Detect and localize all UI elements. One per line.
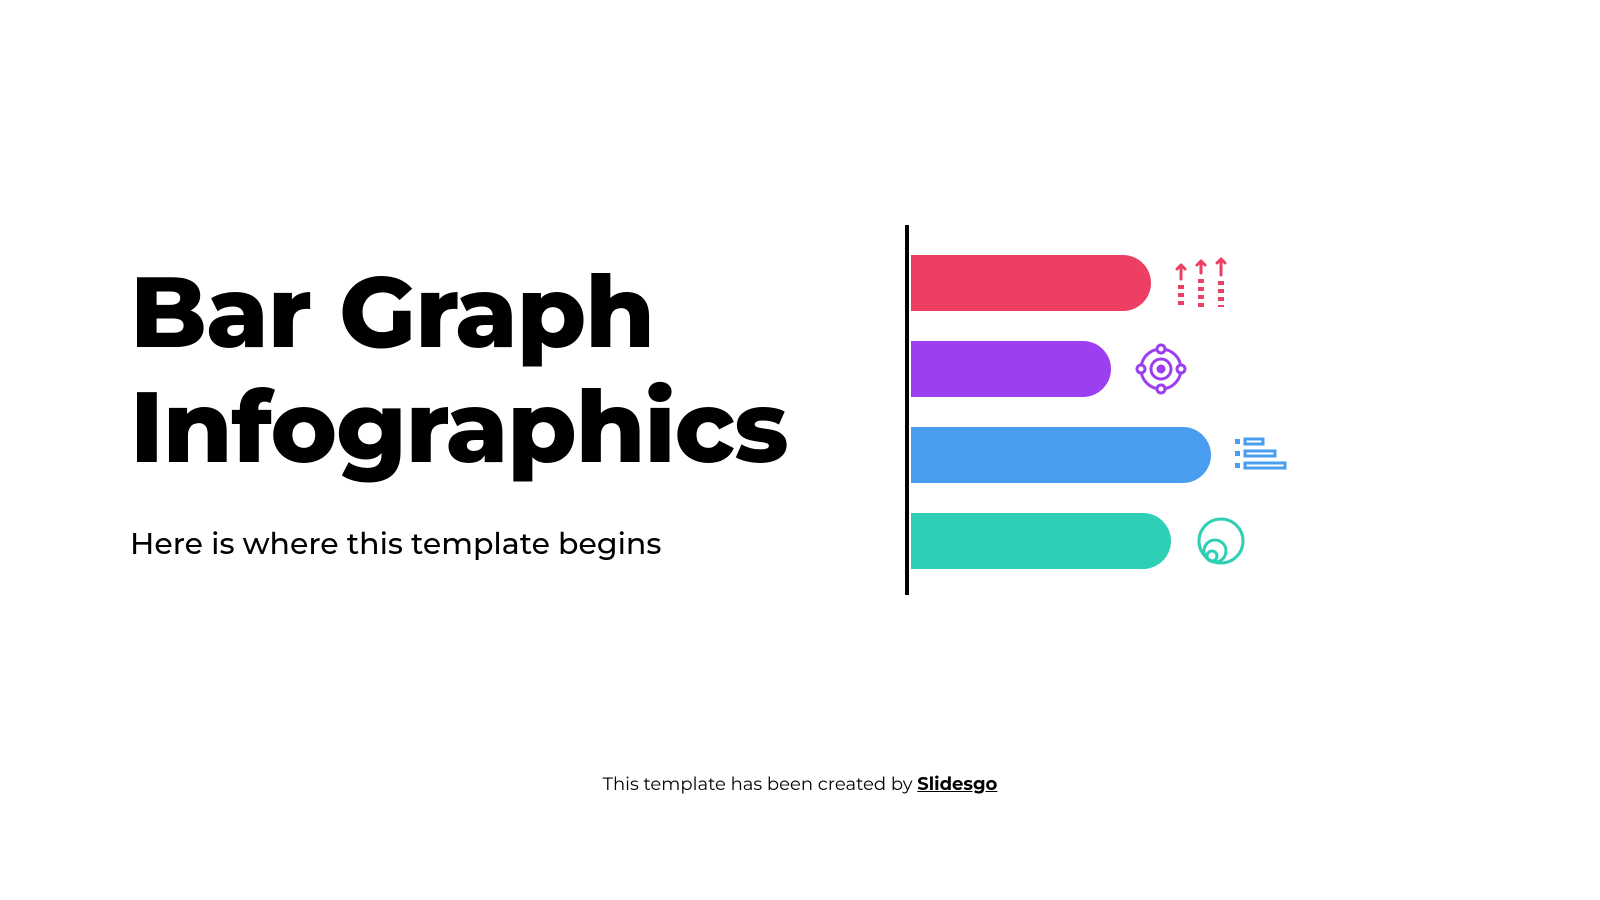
bar-row-1 — [911, 255, 1291, 311]
bar-chart — [905, 225, 1305, 595]
bar-3 — [911, 427, 1211, 483]
bar-row-2 — [911, 341, 1291, 397]
footer-credit: This template has been created by Slides… — [0, 773, 1600, 795]
chart-axis — [905, 225, 909, 595]
subtitle: Here is where this template begins — [130, 525, 788, 562]
arrows-up-icon — [1171, 253, 1231, 313]
footer-text: This template has been created by — [603, 773, 918, 795]
title-block: Bar Graph Infographics Here is where thi… — [130, 255, 788, 562]
footer-credit-link[interactable]: Slidesgo — [917, 773, 997, 795]
list-bars-icon — [1231, 425, 1291, 485]
target-icon — [1131, 339, 1191, 399]
bars-container — [911, 255, 1291, 569]
slide: Bar Graph Infographics Here is where thi… — [0, 0, 1600, 900]
bar-row-3 — [911, 427, 1291, 483]
bar-1 — [911, 255, 1151, 311]
bar-row-4 — [911, 513, 1291, 569]
main-title: Bar Graph Infographics — [130, 255, 788, 485]
circles-icon — [1191, 511, 1251, 571]
title-line-1: Bar Graph — [130, 255, 788, 370]
bar-2 — [911, 341, 1111, 397]
title-line-2: Infographics — [130, 370, 788, 485]
bar-4 — [911, 513, 1171, 569]
